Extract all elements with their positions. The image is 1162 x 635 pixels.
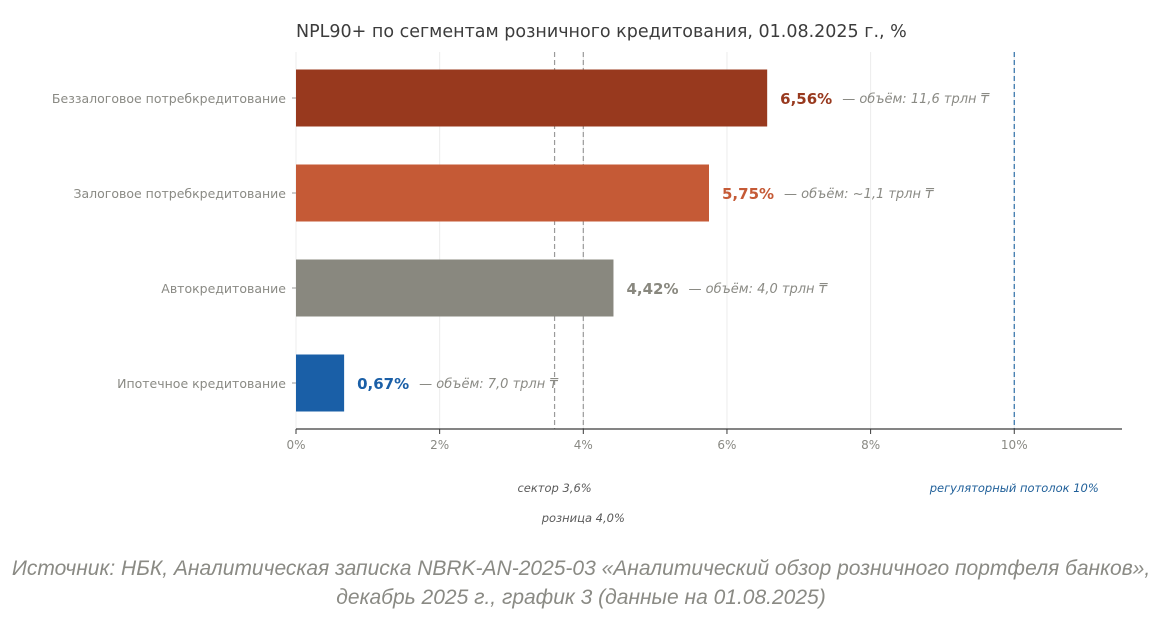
volume-label: — объём: 4,0 трлн ₸ <box>689 282 829 297</box>
bar <box>296 164 709 222</box>
chart-title: NPL90+ по сегментам розничного кредитова… <box>296 22 907 42</box>
volume-label: — объём: 11,6 трлн ₸ <box>842 92 990 107</box>
value-label: 5,75% <box>722 185 774 203</box>
bar <box>296 354 345 412</box>
reference-lines <box>553 52 1015 429</box>
x-tick-label: 2% <box>430 438 449 452</box>
category-label: Ипотечное кредитование <box>117 376 286 391</box>
value-label: 6,56% <box>780 90 832 108</box>
x-tick-label: 10% <box>1001 438 1028 452</box>
category-label: Автокредитование <box>161 281 286 296</box>
labels: сектор 3,6% розница 4,0% регуляторный пото… <box>52 90 1099 525</box>
value-label: 0,67% <box>357 375 409 393</box>
category-label: Залоговое потребкредитование <box>73 186 286 201</box>
x-axis: 0% 2% 4% 6% 8% 10% <box>286 97 1122 452</box>
value-label: 4,42% <box>626 280 678 298</box>
x-tick-label: 8% <box>861 438 880 452</box>
volume-label: — объём: ~1,1 трлн ₸ <box>784 187 935 202</box>
reference-line-label: сектор 3,6% <box>517 481 591 495</box>
category-label: Беззалоговое потребкредитование <box>52 91 286 106</box>
npl-bar-chart: NPL90+ по сегментам розничного кредитова… <box>52 22 1122 525</box>
bar <box>296 69 768 127</box>
x-tick-label: 6% <box>717 438 736 452</box>
bar <box>296 259 614 317</box>
x-tick-label: 4% <box>574 438 593 452</box>
source-note: Источник: НБК, Аналитическая записка NBR… <box>11 557 1151 609</box>
reference-line-label: регуляторный потолок 10% <box>929 481 1099 495</box>
x-tick-label: 0% <box>286 438 305 452</box>
bars <box>296 69 768 412</box>
volume-label: — объём: 7,0 трлн ₸ <box>419 377 559 392</box>
reference-line-label: розница 4,0% <box>541 511 625 525</box>
